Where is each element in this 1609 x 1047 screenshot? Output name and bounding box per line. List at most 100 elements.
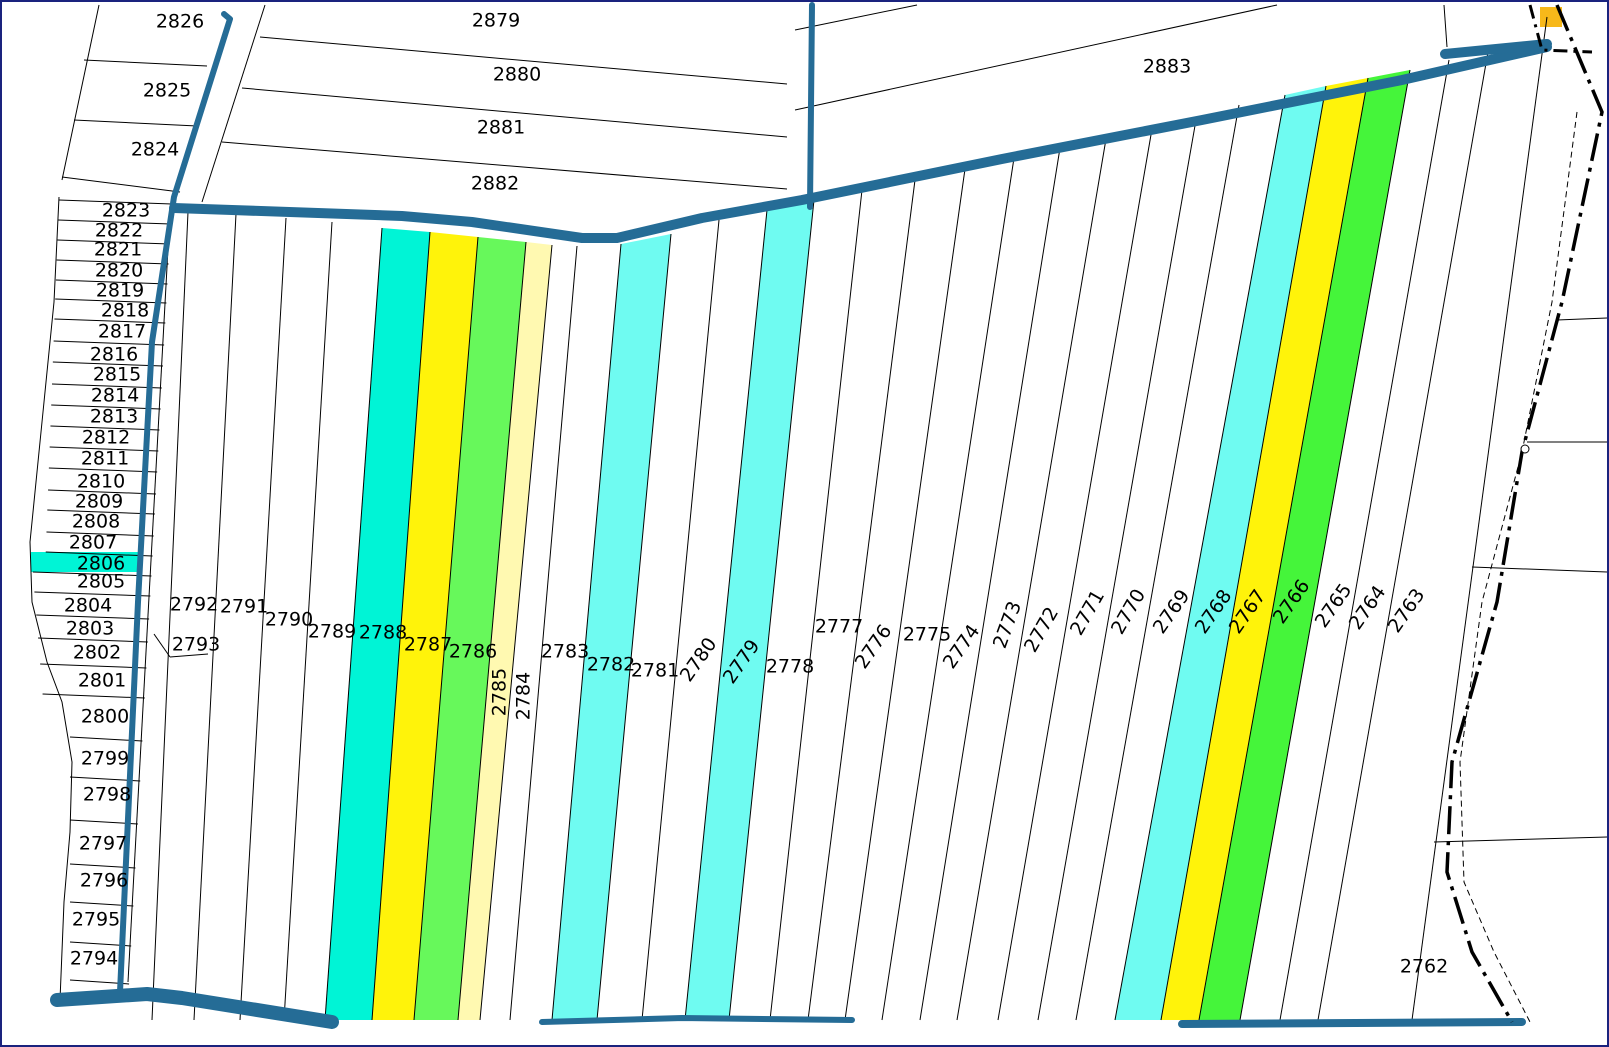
strip-boundaries — [151, 51, 1489, 1021]
left-row-divider — [54, 318, 166, 324]
left-row-divider — [56, 259, 169, 265]
parcel-2788-fill[interactable] — [325, 228, 430, 1020]
left-row-divider — [55, 298, 167, 304]
parcel-2806-fill[interactable] — [31, 552, 138, 572]
strip-boundary-line — [919, 147, 1061, 1021]
parcel-2766-fill[interactable] — [1199, 70, 1410, 1020]
left-column-rows — [32, 199, 172, 985]
parcel-label-2802: 2802 — [73, 642, 121, 664]
parcel-label-2793: 2793 — [172, 634, 220, 656]
parcel-label-2824: 2824 — [131, 139, 179, 161]
district-boundary — [1445, 4, 1604, 1023]
parcel-label-2787: 2787 — [404, 634, 452, 656]
strip-boundary-line — [1114, 94, 1286, 1021]
parcel-label-2882: 2882 — [471, 173, 519, 195]
parcel-label-2777: 2777 — [815, 616, 863, 638]
strip-boundary-line — [1317, 51, 1489, 1021]
parcel-label-2883: 2883 — [1143, 56, 1191, 78]
parcel-label-2811: 2811 — [81, 448, 129, 470]
parcel-label-2783: 2783 — [541, 641, 589, 663]
strip-boundary-line — [641, 219, 720, 1021]
parcel-label-2794: 2794 — [70, 948, 118, 970]
parcel-label-2782: 2782 — [587, 654, 635, 676]
parcel-label-2814: 2814 — [91, 385, 139, 407]
strip-boundary-line — [479, 244, 553, 1021]
strip-boundary-line — [728, 199, 815, 1021]
parcel-2786-fill[interactable] — [414, 237, 526, 1020]
parcel-label-2818: 2818 — [101, 300, 149, 322]
parcel-2768-fill[interactable] — [1115, 86, 1326, 1020]
parcel-label-2807: 2807 — [69, 532, 117, 554]
left-row-divider — [47, 509, 155, 515]
strip-boundary-line — [193, 213, 237, 1021]
left-row-divider — [50, 425, 160, 431]
parcel-2785-fill[interactable] — [458, 242, 552, 1020]
parcel-2767-fill[interactable] — [1161, 78, 1368, 1020]
parcel-label-2762: 2762 — [1400, 956, 1448, 978]
road-center-vertical — [807, 2, 815, 210]
parcel-label-2812: 2812 — [82, 427, 130, 449]
left-row-divider — [48, 467, 158, 473]
parcel-label-2801: 2801 — [78, 670, 126, 692]
parcel-label-2815: 2815 — [93, 364, 141, 386]
left-row-divider — [58, 199, 172, 205]
left-row-divider — [58, 219, 171, 225]
parcel-label-2788: 2788 — [359, 622, 407, 644]
parcel-2782-fill[interactable] — [552, 234, 671, 1020]
strip-boundary-line — [1198, 77, 1369, 1021]
strip-boundary-line — [1239, 69, 1411, 1021]
parcel-label-2775: 2775 — [903, 624, 951, 646]
strip-boundary-line — [239, 217, 287, 1021]
parcel-label-2798: 2798 — [83, 784, 131, 806]
parcel-2779-fill[interactable] — [685, 200, 814, 1020]
strip-boundary-line — [596, 233, 672, 1021]
parcel-label-2792: 2792 — [170, 594, 218, 616]
strip-boundary-line — [151, 211, 189, 1021]
strip-boundary-line — [509, 245, 578, 1021]
parcel-label-2817: 2817 — [98, 321, 146, 343]
left-row-divider — [51, 383, 162, 389]
strip-boundary-line — [324, 227, 383, 1021]
parcel-label-2763: 2763 — [1384, 585, 1430, 637]
road-bottom-right — [1178, 1018, 1526, 1028]
parcel-label-2791: 2791 — [220, 596, 268, 618]
strip-boundary-line — [457, 241, 527, 1021]
strip-boundary-line — [807, 179, 916, 1021]
parcel-label-2820: 2820 — [95, 260, 143, 282]
road-left-vertical — [117, 11, 233, 995]
road-bottom-mid — [539, 1015, 855, 1025]
orange-marker — [1540, 7, 1562, 27]
strip-boundary-line — [684, 209, 768, 1021]
parcel-label-2813: 2813 — [90, 406, 138, 428]
parcel-label-2790: 2790 — [265, 609, 313, 631]
parcel-label-2805: 2805 — [77, 571, 125, 593]
strip-boundary-line — [1279, 59, 1450, 1021]
left-row-divider — [52, 361, 163, 367]
left-row-divider — [57, 239, 170, 245]
parcel-label-2796: 2796 — [80, 870, 128, 892]
left-row-divider — [49, 446, 159, 452]
parcel-label-2789: 2789 — [308, 621, 356, 643]
strip-boundary-line — [844, 168, 966, 1021]
parcel-label-2879: 2879 — [472, 10, 520, 32]
strip-boundary-line — [769, 189, 863, 1021]
strip-boundary-line — [881, 157, 1015, 1021]
strip-boundary-line — [956, 138, 1107, 1021]
strip-boundary-line — [1160, 85, 1327, 1021]
parcel-label-2778: 2778 — [766, 656, 814, 678]
parcel-label-2804: 2804 — [64, 595, 112, 617]
left-row-divider — [36, 614, 150, 620]
left-row-divider — [46, 531, 154, 537]
parcel-label-2784: 2784 — [513, 672, 535, 720]
parcel-label-2781: 2781 — [631, 660, 679, 682]
parcel-label-2785: 2785 — [489, 668, 511, 716]
parcel-label-2809: 2809 — [75, 491, 123, 513]
parcel-label-2822: 2822 — [95, 220, 143, 242]
parcel-2787-fill[interactable] — [372, 232, 478, 1020]
parcel-label-2770: 2770 — [1107, 585, 1150, 638]
road-bottom-left — [50, 987, 339, 1029]
left-row-divider — [34, 591, 151, 597]
parcel-label-2803: 2803 — [66, 618, 114, 640]
